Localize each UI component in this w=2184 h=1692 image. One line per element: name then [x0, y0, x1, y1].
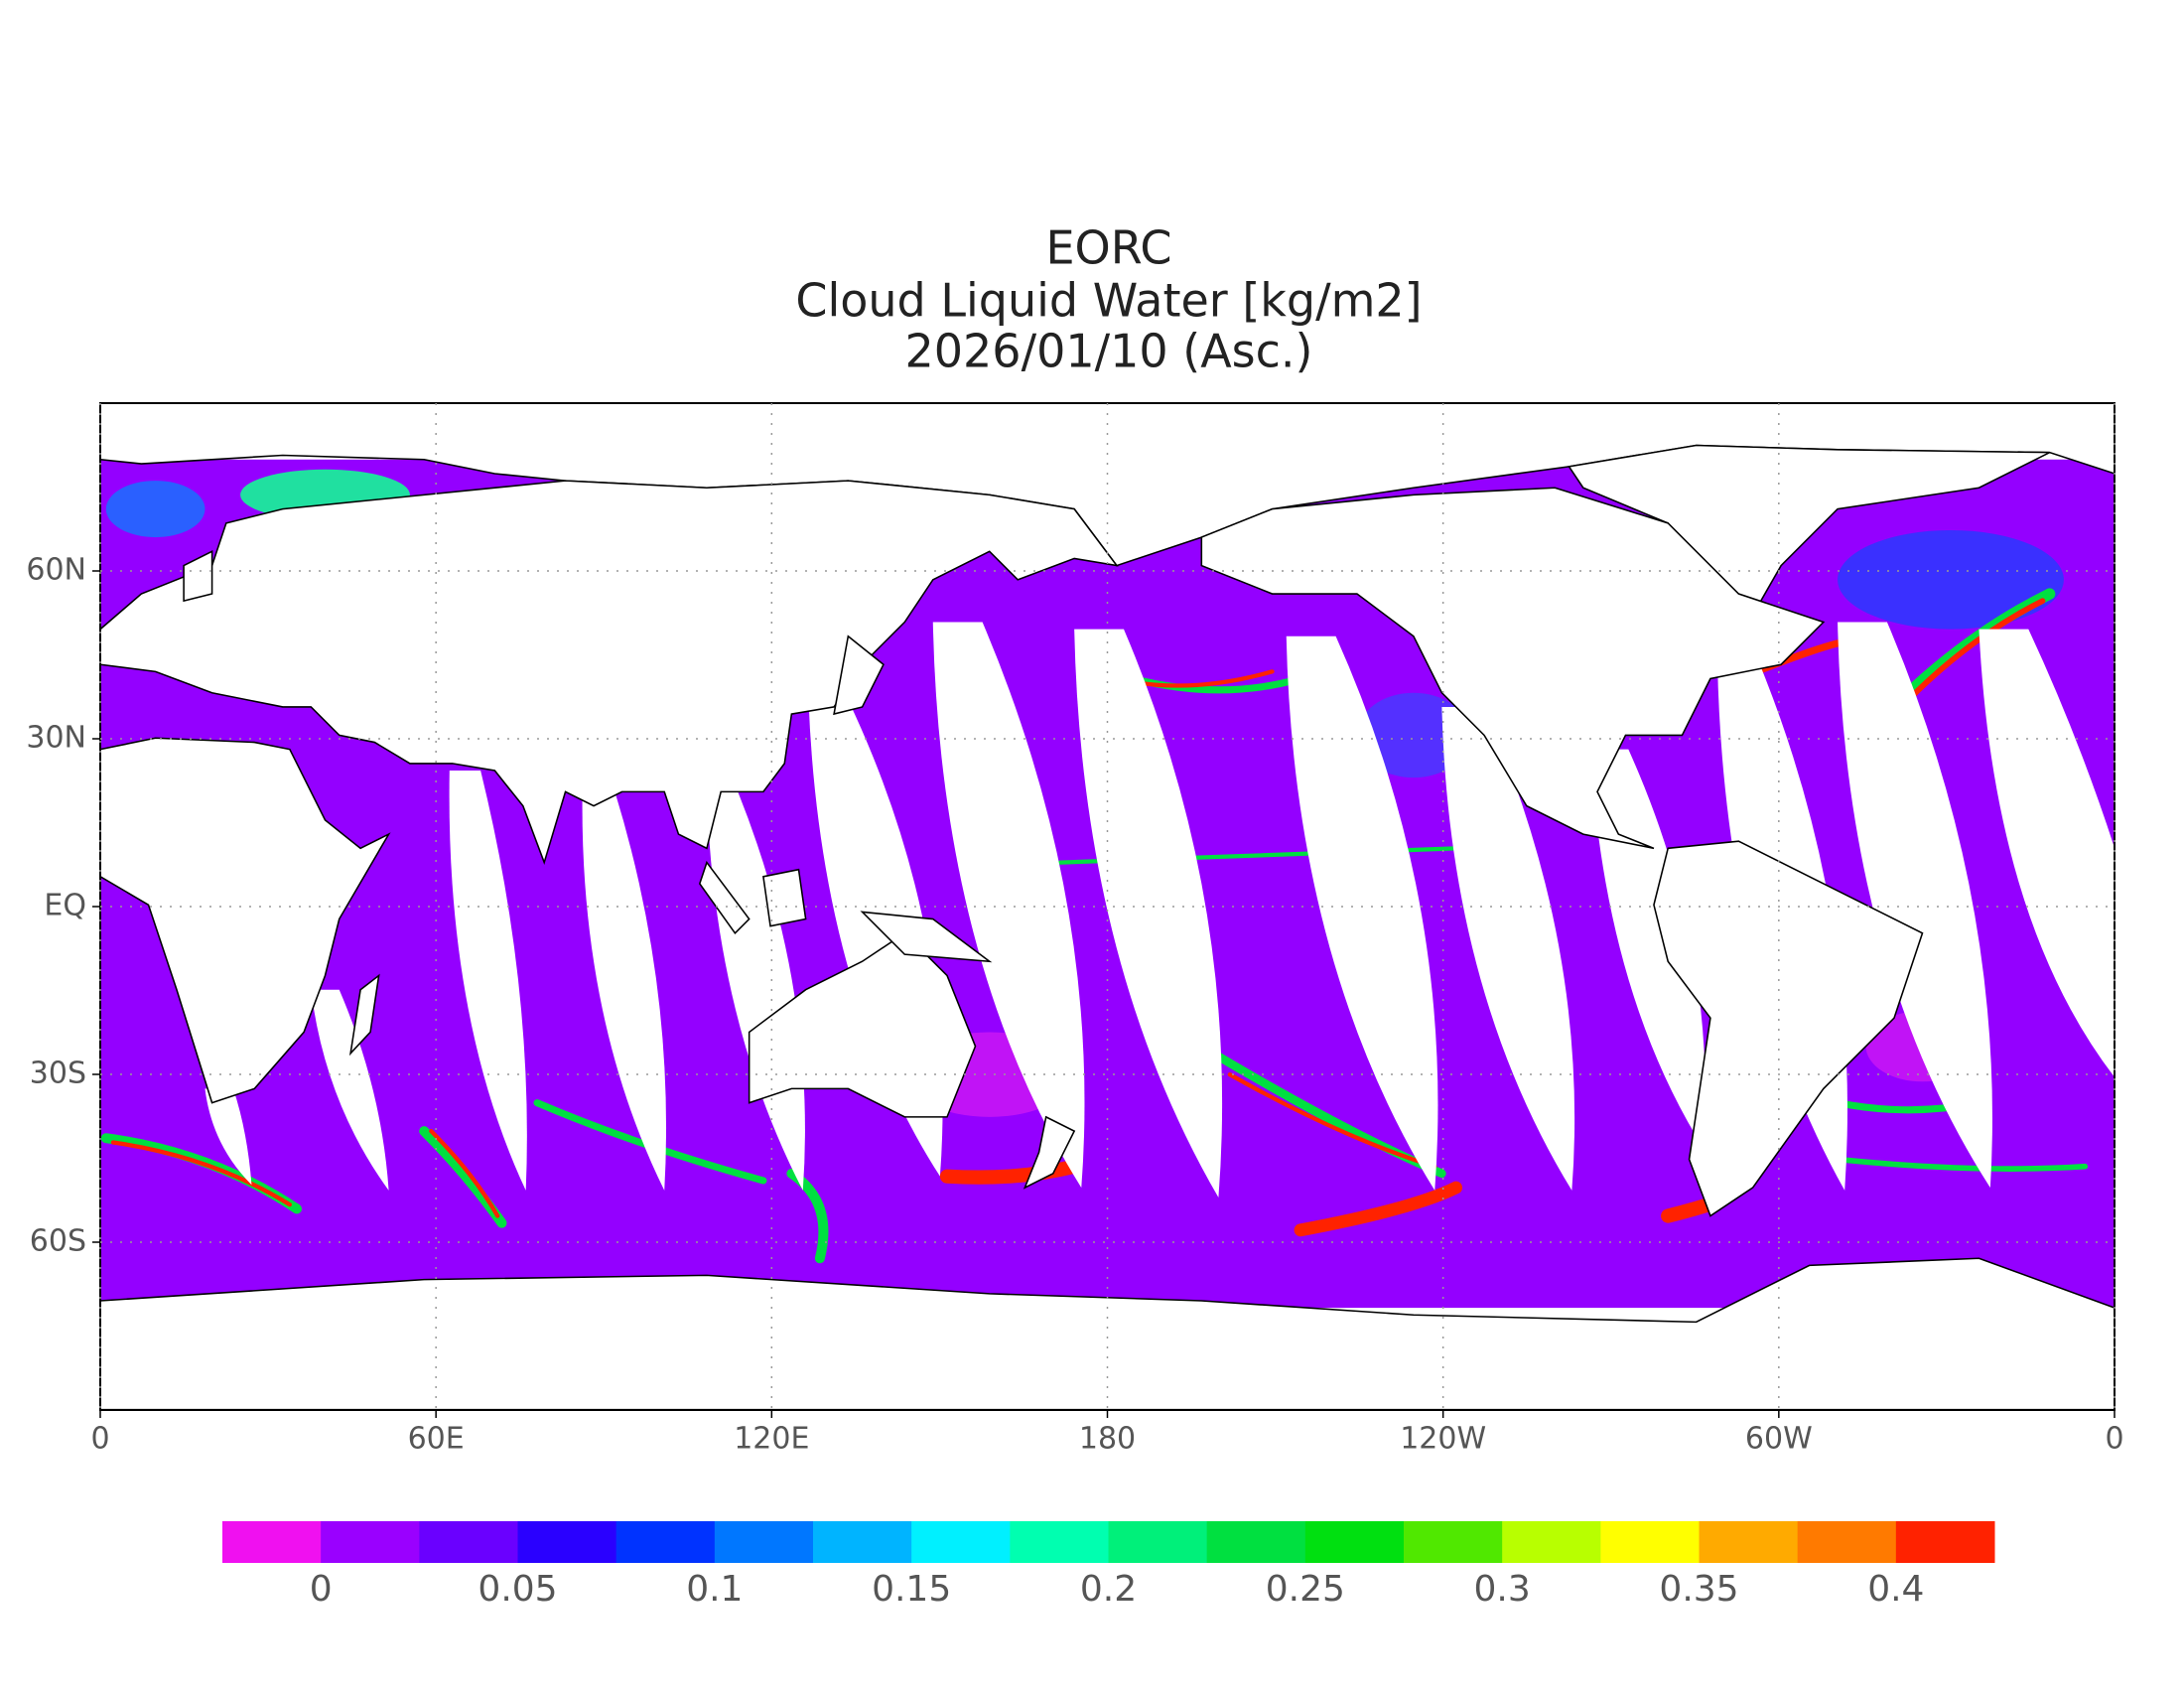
x-tick-label: 60W — [1745, 1422, 1813, 1457]
storm-bands — [100, 588, 2089, 1264]
colorbar-swatch — [1108, 1521, 1208, 1563]
ocean-feature — [1356, 692, 1470, 778]
colorbar-tick-label: 0.3 — [1474, 1569, 1531, 1610]
x-tick-label: 0 — [90, 1422, 109, 1457]
colorbar-tick-label: 0.05 — [478, 1569, 557, 1610]
colorbar-swatch — [1304, 1521, 1405, 1563]
colorbar-swatch — [1699, 1521, 1799, 1563]
colorbar-swatch — [1600, 1521, 1700, 1563]
colorbar-swatch — [222, 1521, 322, 1563]
colorbar-swatch — [714, 1521, 814, 1563]
colorbar-tick-label: 0 — [310, 1569, 333, 1610]
map-layers — [100, 403, 2115, 1410]
colorbar-tick-label: 0.35 — [1659, 1569, 1738, 1610]
colorbar-tick-label: 0.15 — [872, 1569, 951, 1610]
swath-gaps — [205, 622, 2115, 1198]
ocean-feature — [1838, 529, 2064, 630]
x-tick-label: 120E — [734, 1422, 809, 1457]
colorbar-swatch — [911, 1521, 1011, 1563]
y-tick-label: 30N — [26, 721, 86, 756]
colorbar-tick-label: 0.25 — [1266, 1569, 1345, 1610]
x-tick-label: 60E — [408, 1422, 465, 1457]
colorbar-swatch — [321, 1521, 420, 1563]
y-tick-label: 30S — [30, 1057, 86, 1091]
x-tick-label: 180 — [1079, 1422, 1136, 1457]
x-tick-label: 120W — [1400, 1422, 1486, 1457]
colorbar-swatch — [1895, 1521, 1995, 1563]
colorbar-swatch — [517, 1521, 617, 1563]
colorbar-tick-label: 0.4 — [1867, 1569, 1924, 1610]
map-area — [100, 403, 2115, 1410]
y-tick-label: EQ — [44, 889, 86, 923]
colorbar-swatch — [1797, 1521, 1897, 1563]
title-line: EORC — [1045, 221, 1171, 275]
colorbar-swatch — [419, 1521, 518, 1563]
colorbar-tick-label: 0.1 — [686, 1569, 743, 1610]
colorbar-swatch — [1206, 1521, 1306, 1563]
colorbar-swatch — [1010, 1521, 1109, 1563]
colorbar-swatch — [813, 1521, 912, 1563]
y-tick-label: 60S — [30, 1224, 86, 1259]
title-line: Cloud Liquid Water [kg/m2] — [795, 274, 1422, 328]
ocean-feature — [105, 481, 205, 538]
colorbar-tick-label: 0.2 — [1080, 1569, 1137, 1610]
title-line: 2026/01/10 (Asc.) — [905, 325, 1313, 378]
colorbar-swatch — [1404, 1521, 1503, 1563]
y-tick-label: 60N — [26, 553, 86, 588]
x-tick-label: 0 — [2105, 1422, 2123, 1457]
colorbar-swatch — [615, 1521, 716, 1563]
colorbar-swatch — [1502, 1521, 1601, 1563]
